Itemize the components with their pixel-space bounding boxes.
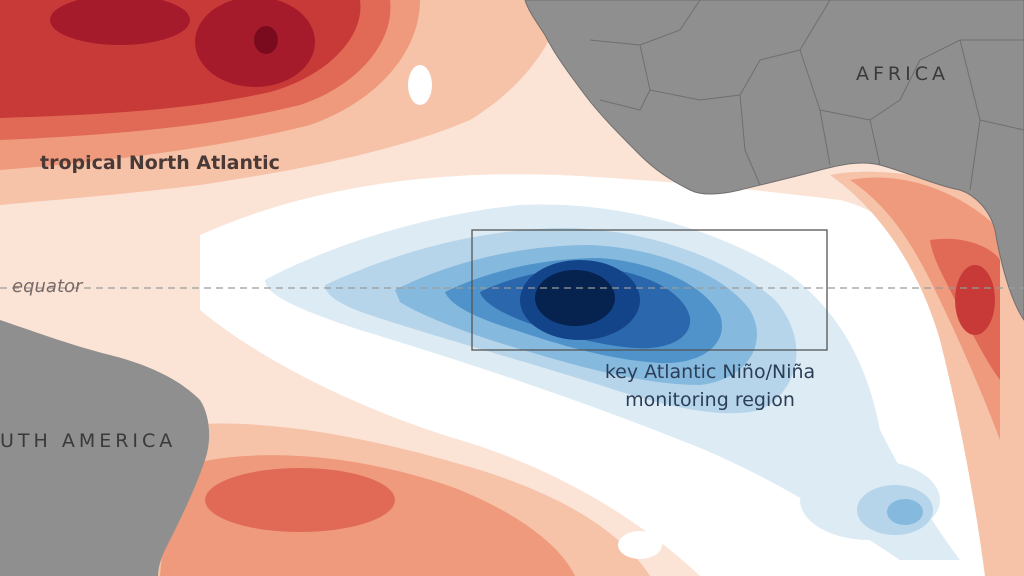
africa-landmass (524, 0, 1024, 321)
neutral-patch-1 (408, 65, 432, 105)
warm-core-north-7 (254, 26, 278, 54)
warm-core-east-5 (955, 265, 995, 335)
monitoring-region-box (471, 229, 828, 351)
africa-label: AFRICA (856, 63, 949, 85)
monitoring-region-label: key Atlantic Niño/Niña monitoring region (580, 358, 840, 414)
neutral-patch-2 (618, 531, 662, 559)
warm-core-south-4 (205, 468, 395, 532)
south-america-label: UTH AMERICA (0, 430, 177, 452)
equator-label: equator (12, 276, 83, 297)
monitoring-region-label-line2: monitoring region (625, 389, 795, 411)
tropical-north-atlantic-label: tropical North Atlantic (40, 152, 280, 174)
cool-core-7 (535, 270, 615, 326)
south-america-landmass (0, 320, 210, 576)
monitoring-region-label-line1: key Atlantic Niño/Niña (604, 361, 816, 383)
africa-borders (589, 0, 1024, 191)
cool-patch-se-3 (887, 499, 923, 525)
warm-core-north-6b (50, 0, 190, 45)
